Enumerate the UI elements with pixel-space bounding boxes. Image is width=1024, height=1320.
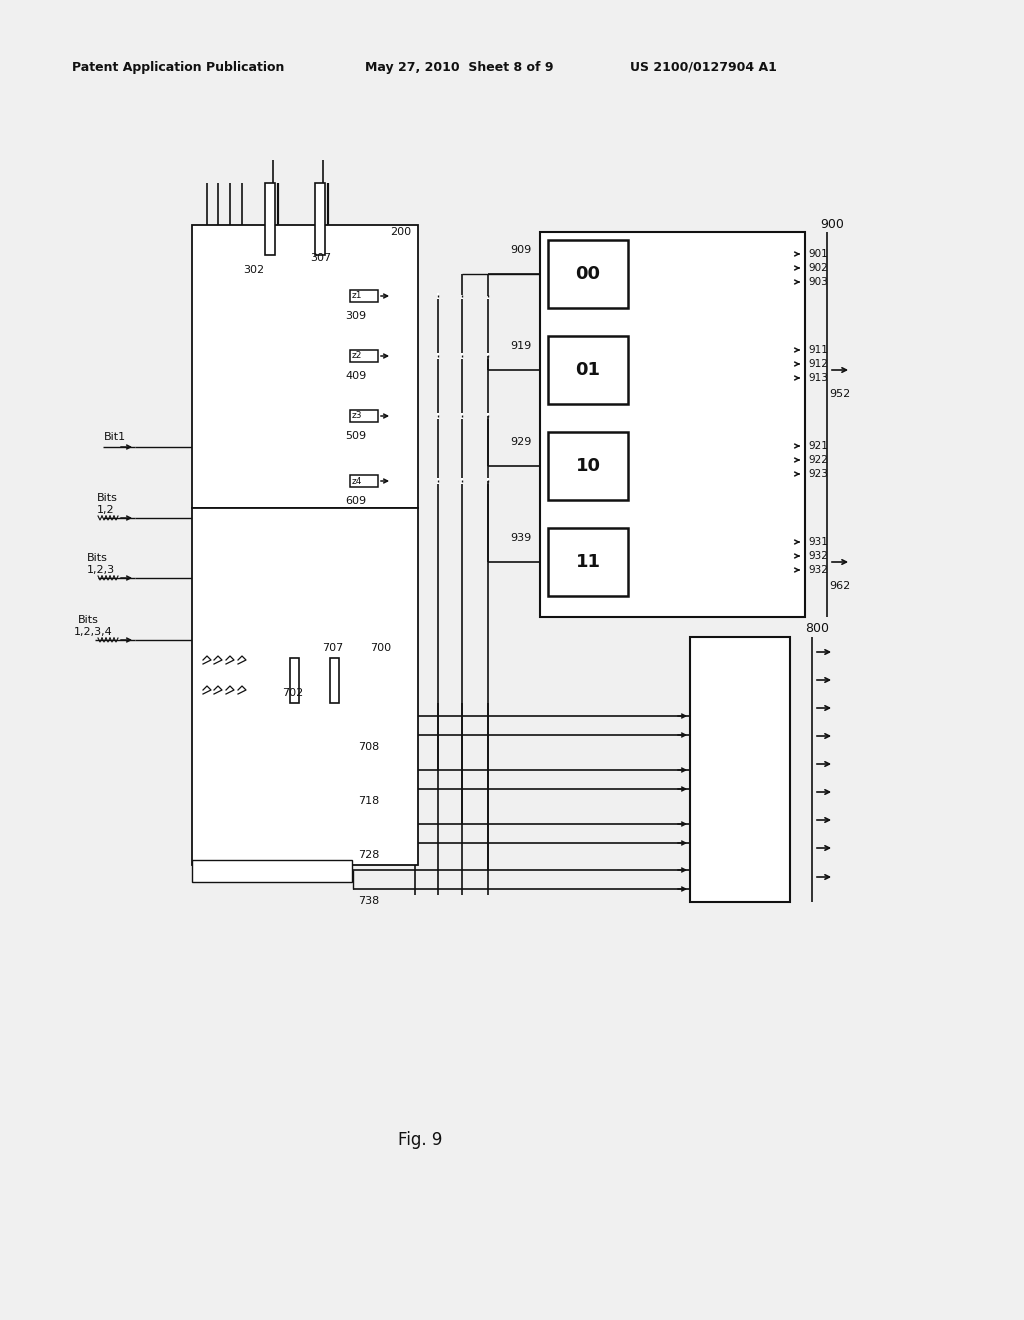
Text: 718: 718: [358, 796, 379, 807]
Text: 01: 01: [575, 360, 600, 379]
Text: 307: 307: [310, 253, 331, 263]
Text: 509: 509: [345, 432, 367, 441]
Text: z4: z4: [352, 477, 362, 486]
Text: 931: 931: [808, 537, 827, 546]
Text: 728: 728: [358, 850, 379, 861]
Bar: [540, 232, 805, 616]
Text: 912: 912: [808, 359, 827, 370]
Text: 702: 702: [282, 688, 303, 698]
Text: May 27, 2010  Sheet 8 of 9: May 27, 2010 Sheet 8 of 9: [365, 61, 554, 74]
Text: 1,2,3: 1,2,3: [87, 565, 115, 576]
Text: 1,2: 1,2: [97, 506, 115, 515]
Text: Bits: Bits: [87, 553, 108, 564]
Text: Bits: Bits: [97, 492, 118, 503]
Text: Bits: Bits: [78, 615, 99, 624]
Bar: [350, 475, 378, 487]
Bar: [193, 861, 352, 882]
Text: 911: 911: [808, 345, 827, 355]
Text: 962: 962: [829, 581, 850, 591]
Bar: [193, 224, 418, 508]
Text: z2: z2: [352, 351, 362, 360]
Bar: [548, 240, 628, 308]
Text: z1: z1: [352, 292, 362, 301]
Text: 919: 919: [510, 341, 531, 351]
Text: 939: 939: [510, 533, 531, 543]
Text: 708: 708: [358, 742, 379, 752]
Text: 952: 952: [829, 389, 850, 399]
Bar: [290, 657, 299, 704]
Text: 11: 11: [575, 553, 600, 572]
Text: 200: 200: [390, 227, 411, 238]
Text: 00: 00: [575, 265, 600, 282]
Text: Fig. 9: Fig. 9: [397, 1131, 442, 1148]
Text: 302: 302: [243, 265, 264, 275]
Bar: [548, 432, 628, 500]
Text: z3: z3: [352, 412, 362, 421]
Text: 1,2,3,4: 1,2,3,4: [74, 627, 113, 638]
Text: 700: 700: [370, 643, 391, 653]
Text: Patent Application Publication: Patent Application Publication: [72, 61, 285, 74]
Text: 922: 922: [808, 455, 827, 465]
Text: US 2100/0127904 A1: US 2100/0127904 A1: [630, 61, 777, 74]
Text: 909: 909: [510, 246, 531, 255]
Text: 921: 921: [808, 441, 827, 451]
Text: 409: 409: [345, 371, 367, 381]
Bar: [350, 411, 378, 422]
Text: 10: 10: [575, 457, 600, 475]
Bar: [350, 290, 378, 302]
Text: 929: 929: [510, 437, 531, 447]
Text: 932: 932: [808, 565, 827, 576]
Text: 900: 900: [820, 218, 844, 231]
Text: 800: 800: [805, 623, 829, 635]
Text: 309: 309: [345, 312, 367, 321]
Text: 903: 903: [808, 277, 827, 286]
Text: 707: 707: [322, 643, 343, 653]
Text: 609: 609: [345, 496, 367, 506]
Bar: [350, 350, 378, 362]
Bar: [690, 638, 790, 902]
Text: 902: 902: [808, 263, 827, 273]
Bar: [548, 337, 628, 404]
Bar: [315, 183, 325, 255]
Text: 738: 738: [358, 896, 379, 906]
Bar: [193, 508, 418, 865]
Text: Bit1: Bit1: [104, 432, 126, 442]
Bar: [548, 528, 628, 597]
Bar: [265, 183, 275, 255]
Text: 932: 932: [808, 550, 827, 561]
Text: 913: 913: [808, 374, 827, 383]
Bar: [330, 657, 339, 704]
Text: 923: 923: [808, 469, 827, 479]
Text: 901: 901: [808, 249, 827, 259]
